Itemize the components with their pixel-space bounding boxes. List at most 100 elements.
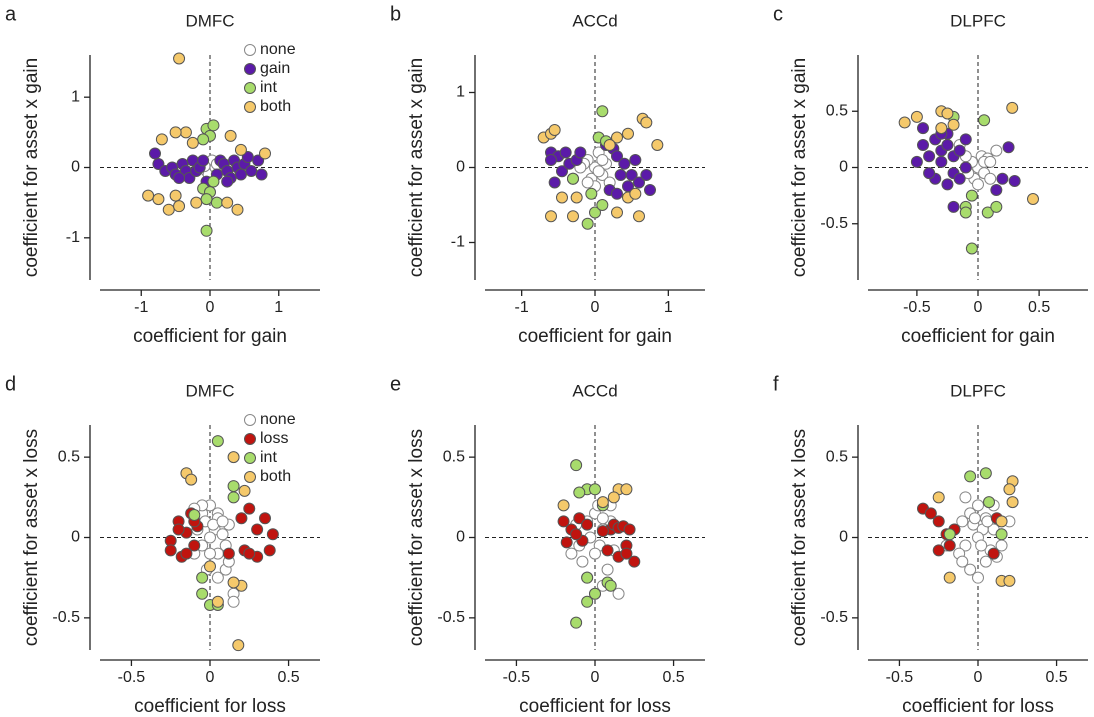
legend-marker	[244, 433, 256, 445]
x-tick-label: 0	[591, 669, 600, 686]
point	[155, 133, 168, 146]
point	[978, 114, 991, 127]
point	[204, 531, 216, 544]
point	[173, 52, 186, 65]
x-axis-label: coefficient for gain	[133, 326, 287, 347]
point	[222, 547, 235, 560]
point	[987, 547, 1000, 560]
point	[596, 154, 609, 166]
point	[207, 119, 220, 132]
legend-marker	[244, 44, 256, 56]
point	[1006, 496, 1019, 509]
point	[545, 154, 557, 166]
panel: b ACCd coefficient for gain coefficient for…	[390, 3, 705, 347]
x-tick-label: 0	[974, 669, 983, 686]
point	[596, 199, 609, 211]
point	[618, 157, 631, 170]
point	[941, 178, 954, 191]
point	[207, 175, 220, 188]
point	[1027, 193, 1039, 205]
y-tick-label: -0.5	[820, 609, 848, 626]
point	[557, 515, 570, 528]
point	[570, 616, 583, 629]
point	[570, 459, 583, 472]
x-axis-label: coefficient for gain	[901, 326, 1055, 347]
panel-title: DLPFC	[950, 381, 1006, 400]
point	[628, 555, 641, 568]
x-axis-label: coefficient for gain	[518, 326, 672, 347]
point	[629, 187, 642, 200]
point	[232, 639, 245, 652]
y-tick-label: -0.5	[437, 609, 465, 626]
point	[200, 193, 213, 206]
point	[972, 571, 984, 584]
point	[221, 196, 234, 209]
y-tick-label: 0.5	[58, 448, 80, 465]
point	[964, 470, 977, 483]
panel: d DMFC coefficient for loss coefficient for…	[5, 373, 320, 717]
point	[601, 563, 614, 576]
point	[581, 571, 594, 584]
point	[596, 105, 609, 118]
point	[917, 139, 929, 151]
x-tick-label: 1	[664, 299, 673, 316]
point	[620, 483, 633, 496]
x-tick-label: 0.5	[1028, 299, 1050, 316]
point	[924, 507, 937, 520]
y-tick-label: 1	[456, 84, 465, 101]
point	[548, 124, 561, 136]
point	[227, 491, 240, 504]
x-tick-label: 0	[591, 299, 600, 316]
point	[234, 168, 247, 181]
y-tick-label: 0.5	[443, 448, 465, 465]
point	[972, 499, 984, 512]
point	[185, 473, 198, 486]
point	[173, 172, 186, 185]
legend-label: none	[260, 411, 296, 428]
point	[581, 217, 594, 230]
point	[255, 168, 268, 181]
y-axis-label: coefficient for asset x gain	[21, 58, 42, 277]
x-tick-label: -1	[515, 299, 529, 316]
legend-marker	[244, 471, 256, 483]
point	[589, 587, 601, 600]
point	[227, 595, 240, 608]
point	[651, 139, 664, 151]
legend-label: gain	[260, 60, 290, 77]
point	[169, 126, 182, 139]
point	[941, 139, 954, 151]
point	[574, 146, 587, 159]
point	[188, 539, 201, 552]
point	[570, 191, 583, 204]
y-axis-label: coefficient for asset x loss	[789, 429, 810, 646]
point	[556, 191, 568, 204]
point	[245, 165, 258, 178]
panel-letter: a	[5, 3, 17, 25]
point	[585, 187, 598, 200]
point	[589, 547, 601, 560]
point	[640, 169, 653, 181]
point	[221, 175, 234, 188]
point	[614, 169, 627, 181]
y-axis-label: coefficient for asset x loss	[406, 429, 427, 646]
point	[557, 499, 570, 512]
point	[959, 133, 972, 146]
panel-letter: d	[5, 373, 16, 395]
x-tick-label: -0.5	[886, 669, 914, 686]
legend-marker	[244, 101, 256, 113]
point	[573, 486, 586, 499]
point	[612, 587, 625, 600]
point	[959, 491, 972, 504]
point	[947, 200, 960, 213]
point	[263, 544, 276, 557]
point	[560, 536, 573, 549]
point	[548, 176, 561, 189]
point	[565, 547, 578, 560]
legend-label: int	[260, 449, 277, 466]
point	[620, 547, 633, 560]
point	[196, 587, 209, 600]
point	[173, 200, 186, 213]
point	[898, 116, 911, 129]
point	[640, 116, 653, 129]
